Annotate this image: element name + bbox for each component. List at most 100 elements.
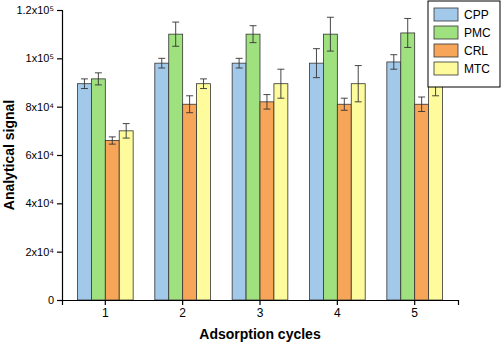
bar xyxy=(77,84,91,300)
bar xyxy=(169,34,183,300)
error-line xyxy=(175,22,176,46)
error-line xyxy=(98,73,99,85)
y-tick: 1.2x10⁵ xyxy=(16,4,62,16)
series xyxy=(105,95,428,300)
error-bar xyxy=(327,17,334,51)
y-tick-label: 1x10⁵ xyxy=(26,52,54,64)
error-bar xyxy=(172,22,179,46)
error-cap xyxy=(250,42,257,43)
y-tick-mark xyxy=(57,58,62,59)
x-tick: 4 xyxy=(334,300,341,320)
legend-swatch xyxy=(434,8,458,21)
bar xyxy=(232,63,246,300)
plot-area xyxy=(77,17,442,300)
series xyxy=(119,66,442,300)
legend-label: CRL xyxy=(464,44,488,58)
error-cap xyxy=(263,109,270,110)
legend-label: PMC xyxy=(464,26,491,40)
y-tick: 8x10⁴ xyxy=(25,101,62,113)
bar xyxy=(323,34,337,300)
y-tick-label: 1.2x10⁵ xyxy=(16,4,54,16)
error-cap xyxy=(95,72,102,73)
error-bar xyxy=(236,58,243,68)
error-cap xyxy=(327,51,334,52)
bar xyxy=(197,84,211,300)
error-cap xyxy=(172,22,179,23)
error-cap xyxy=(81,78,88,79)
error-cap xyxy=(263,94,270,95)
legend-label: CPP xyxy=(464,8,489,22)
error-cap xyxy=(81,88,88,89)
error-bar xyxy=(186,96,193,113)
y-tick-label: 8x10⁴ xyxy=(25,101,54,113)
legend-label: MTC xyxy=(464,62,490,76)
legend-item: MTC xyxy=(434,62,490,76)
y-tick-mark xyxy=(57,252,62,253)
error-bar xyxy=(390,55,397,70)
error-bar xyxy=(418,97,425,112)
legend-swatch xyxy=(434,62,458,75)
error-cap xyxy=(277,69,284,70)
bar xyxy=(401,33,415,300)
y-tick: 0 xyxy=(48,294,62,306)
x-tick-label: 4 xyxy=(334,306,341,320)
error-line xyxy=(344,98,345,110)
error-bar xyxy=(277,69,284,98)
y-axis: 0 2x10⁴ 4x10⁴ 6x10⁴ 8x10⁴ 1x10⁵ 1.2x10⁵ xyxy=(16,4,62,306)
error-line xyxy=(393,55,394,70)
error-bar xyxy=(313,49,320,78)
y-tick-mark xyxy=(57,155,62,156)
x-tick: 1 xyxy=(102,300,109,320)
y-tick: 1x10⁵ xyxy=(26,52,62,64)
error-cap xyxy=(250,25,257,26)
bar xyxy=(119,131,133,300)
error-line xyxy=(407,18,408,47)
y-tick: 4x10⁴ xyxy=(25,197,62,209)
error-cap xyxy=(327,17,334,18)
y-tick: 6x10⁴ xyxy=(25,149,62,161)
error-line xyxy=(280,69,281,98)
legend-swatch xyxy=(434,26,458,39)
y-tick-mark xyxy=(57,300,62,301)
error-cap xyxy=(341,98,348,99)
error-cap xyxy=(109,144,116,145)
error-bar xyxy=(250,26,257,43)
error-cap xyxy=(341,110,348,111)
error-cap xyxy=(200,88,207,89)
error-cap xyxy=(418,111,425,112)
y-tick-label: 6x10⁴ xyxy=(25,149,54,161)
x-tick-label: 3 xyxy=(257,306,264,320)
error-line xyxy=(421,97,422,112)
error-cap xyxy=(172,46,179,47)
x-tick-mark xyxy=(337,300,338,305)
error-line xyxy=(253,26,254,43)
error-line xyxy=(239,58,240,68)
legend-item: CRL xyxy=(434,44,488,58)
bar xyxy=(415,104,429,300)
error-line xyxy=(203,79,204,89)
bar xyxy=(274,84,288,300)
y-tick-label: 2x10⁴ xyxy=(25,246,54,258)
bar xyxy=(246,34,260,300)
x-tick-mark xyxy=(414,300,415,305)
y-axis-line xyxy=(57,11,63,301)
error-cap xyxy=(390,69,397,70)
error-cap xyxy=(158,58,165,59)
bar xyxy=(351,84,365,300)
x-tick: 2 xyxy=(179,300,186,320)
x-tick-mark xyxy=(182,300,183,305)
error-bar xyxy=(95,73,102,85)
error-line xyxy=(358,66,359,102)
bar xyxy=(337,104,351,300)
error-line xyxy=(126,124,127,138)
bar xyxy=(310,63,324,300)
error-cap xyxy=(236,68,243,69)
x-tick-mark xyxy=(105,300,106,305)
error-bar xyxy=(263,95,270,110)
error-cap xyxy=(355,101,362,102)
bar xyxy=(91,79,105,300)
bar xyxy=(260,102,274,300)
error-line xyxy=(266,95,267,110)
bar xyxy=(387,62,401,300)
legend-item: PMC xyxy=(434,26,491,40)
